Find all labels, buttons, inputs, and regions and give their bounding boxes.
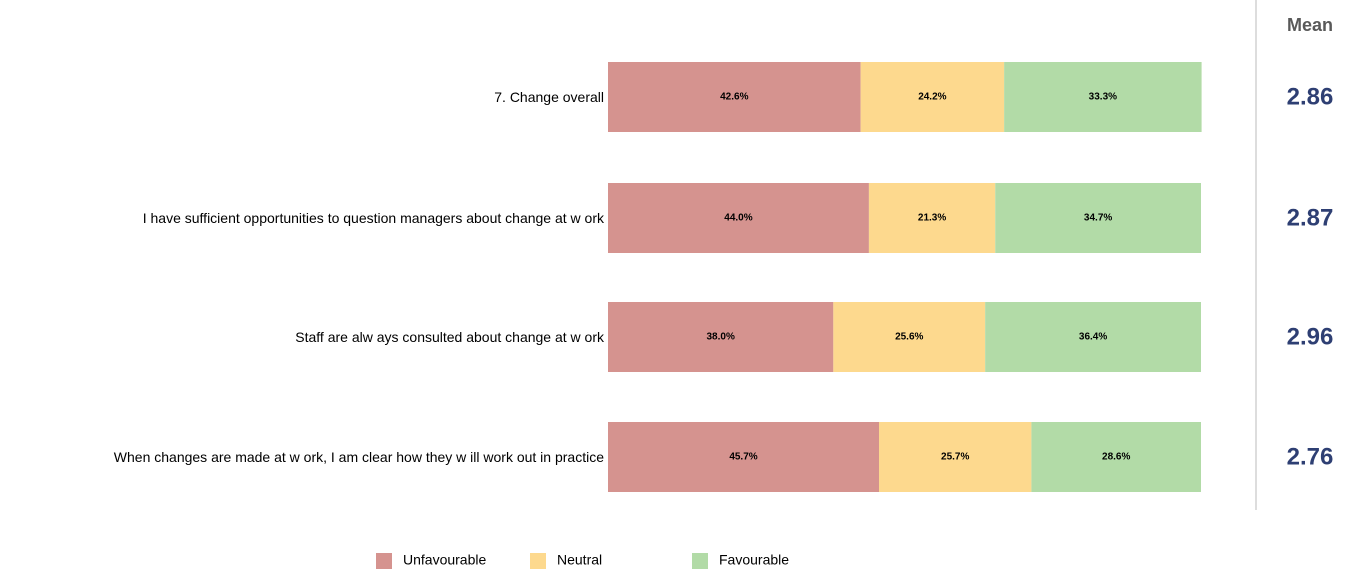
bar-segment	[860, 62, 1005, 132]
data-label: 25.6%	[895, 332, 923, 343]
data-label: 38.0%	[706, 332, 734, 343]
legend-swatch	[530, 553, 546, 569]
bar-segment	[608, 422, 880, 492]
category-label: When changes are made at w ork, I am cle…	[113, 448, 604, 465]
data-label: 28.6%	[1102, 452, 1130, 463]
bar-segment	[879, 422, 1032, 492]
legend-label: Unfavourable	[403, 552, 486, 568]
category-label: 7. Change overall	[494, 88, 604, 105]
mean-value: 2.87	[1287, 204, 1334, 231]
bar-segment	[833, 302, 986, 372]
data-label: 36.4%	[1079, 332, 1107, 343]
bar-segment	[608, 302, 834, 372]
mean-value: 2.76	[1287, 443, 1334, 470]
legend-swatch	[692, 553, 708, 569]
bar-segment	[1004, 62, 1202, 132]
legend-label: Neutral	[557, 552, 602, 568]
bar-segment	[1031, 422, 1201, 492]
data-label: 44.0%	[724, 213, 752, 224]
data-label: 34.7%	[1084, 213, 1112, 224]
mean-title: Mean	[1287, 15, 1333, 35]
category-label: Staff are alw ays consulted about change…	[295, 328, 604, 345]
data-label: 24.2%	[918, 92, 946, 103]
data-label: 45.7%	[729, 452, 757, 463]
data-label: 42.6%	[720, 92, 748, 103]
data-label: 21.3%	[918, 213, 946, 224]
data-label: 33.3%	[1089, 92, 1117, 103]
bar-segment	[985, 302, 1201, 372]
mean-value: 2.86	[1287, 83, 1334, 110]
category-label: I have sufficient opportunities to quest…	[142, 209, 604, 226]
legend-label: Favourable	[719, 552, 789, 568]
data-label: 25.7%	[941, 452, 969, 463]
bar-segment	[608, 183, 869, 253]
legend-swatch	[376, 553, 392, 569]
mean-value: 2.96	[1287, 323, 1334, 350]
bar-segment	[868, 183, 996, 253]
bar-segment	[608, 62, 861, 132]
bar-segment	[995, 183, 1201, 253]
